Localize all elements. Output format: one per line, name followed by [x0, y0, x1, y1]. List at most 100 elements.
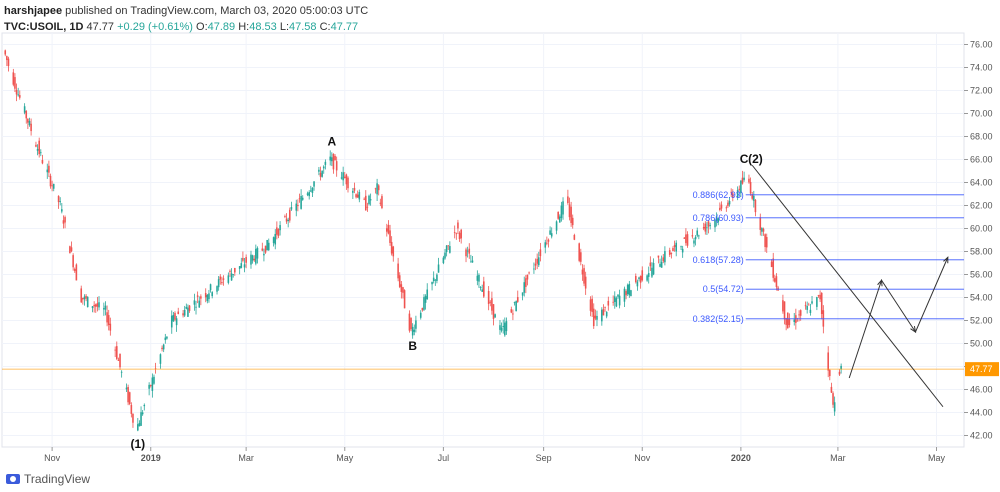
candle-body	[641, 270, 644, 281]
candle-body	[445, 245, 448, 253]
candle-body	[833, 402, 836, 412]
candle-body	[719, 207, 721, 210]
candle-body	[426, 289, 429, 300]
candle-body	[264, 245, 267, 253]
candle-body	[287, 219, 289, 222]
candle-body	[230, 273, 233, 281]
candle-body	[798, 314, 800, 316]
candle-body	[783, 301, 786, 320]
y-tick-label: 74.00	[970, 63, 993, 73]
candle-body	[130, 405, 133, 414]
y-tick-label: 50.00	[970, 339, 993, 349]
candle-body	[630, 290, 632, 297]
candle-body	[216, 286, 218, 292]
candle-body	[560, 205, 563, 219]
candle-body	[605, 311, 608, 317]
candle-body	[782, 300, 784, 312]
candle-body	[15, 89, 18, 95]
y-tick-label: 42.00	[970, 431, 993, 441]
candle-body	[704, 223, 707, 232]
candle-body	[702, 227, 705, 229]
candle-body	[796, 320, 799, 322]
y-tick-label: 76.00	[970, 40, 993, 50]
candle-body	[581, 269, 584, 275]
candle-body	[681, 248, 684, 253]
candle-body	[557, 211, 559, 219]
publish-line: harshjapee published on TradingView.com,…	[4, 3, 368, 19]
candle-body	[91, 306, 94, 309]
candle-body	[14, 77, 16, 89]
projection-arrowhead	[877, 279, 883, 287]
candle-body	[832, 393, 834, 405]
candle-body	[623, 288, 626, 302]
candle-body	[140, 412, 142, 426]
candle-body	[628, 283, 631, 296]
candle-body	[149, 385, 152, 387]
candle-body	[242, 257, 244, 261]
candle-body	[196, 295, 199, 297]
candle-body	[51, 185, 53, 187]
candle-body	[589, 299, 592, 311]
candle-body	[188, 305, 191, 311]
candle-body	[743, 177, 745, 180]
candle-body	[444, 252, 446, 259]
high-label: H:	[238, 21, 250, 33]
candle-body	[596, 315, 598, 320]
candle-body	[389, 230, 391, 243]
candle-body	[288, 209, 291, 221]
candle-body	[481, 289, 483, 292]
candle-body	[504, 322, 506, 336]
candle-body	[392, 246, 395, 257]
candle-body	[25, 111, 28, 119]
candle-body	[390, 241, 393, 254]
footer-brand[interactable]: TradingView	[24, 472, 91, 486]
candle-body	[664, 251, 666, 263]
projection-arrowhead	[910, 326, 917, 334]
candle-body	[57, 195, 60, 203]
candle-body	[166, 336, 168, 339]
y-tick-label: 72.00	[970, 86, 993, 96]
candle-body	[741, 177, 744, 184]
symbol-label[interactable]: TVC:USOIL, 1D	[4, 21, 84, 33]
candle-body	[673, 244, 676, 248]
candle-body	[675, 242, 678, 252]
y-tick-label: 64.00	[970, 178, 993, 188]
candle-body	[526, 274, 529, 280]
candle-body	[366, 206, 369, 208]
candle-body	[352, 190, 354, 193]
candle-body	[516, 297, 519, 302]
author-name[interactable]: harshjapee	[4, 5, 63, 17]
candle-body	[182, 313, 184, 316]
candle-body	[500, 327, 503, 331]
candle-body	[423, 297, 425, 310]
candle-body	[195, 306, 197, 308]
candle-body	[266, 240, 268, 251]
candle-body	[660, 261, 663, 268]
current-price-label: 47.77	[970, 364, 993, 374]
candle-body	[75, 264, 78, 281]
candle-body	[411, 326, 414, 336]
candle-body	[40, 152, 42, 154]
candle-body	[613, 296, 616, 302]
candle-body	[311, 187, 314, 193]
candle-body	[762, 228, 765, 232]
candle-body	[329, 156, 332, 161]
candle-body	[222, 278, 225, 280]
candle-body	[128, 392, 131, 405]
candle-body	[601, 309, 603, 322]
candle-body	[670, 252, 673, 254]
candle-body	[652, 262, 655, 275]
candle-body	[615, 298, 618, 307]
candle-body	[583, 268, 585, 284]
candle-body	[592, 308, 595, 327]
candle-body	[774, 278, 776, 282]
candle-body	[578, 243, 580, 261]
candle-body	[277, 229, 280, 236]
candle-body	[232, 274, 235, 275]
candle-body	[117, 359, 120, 361]
candle-body	[753, 195, 755, 201]
candle-body	[324, 161, 327, 165]
candle-body	[300, 196, 302, 209]
candle-body	[523, 282, 526, 293]
